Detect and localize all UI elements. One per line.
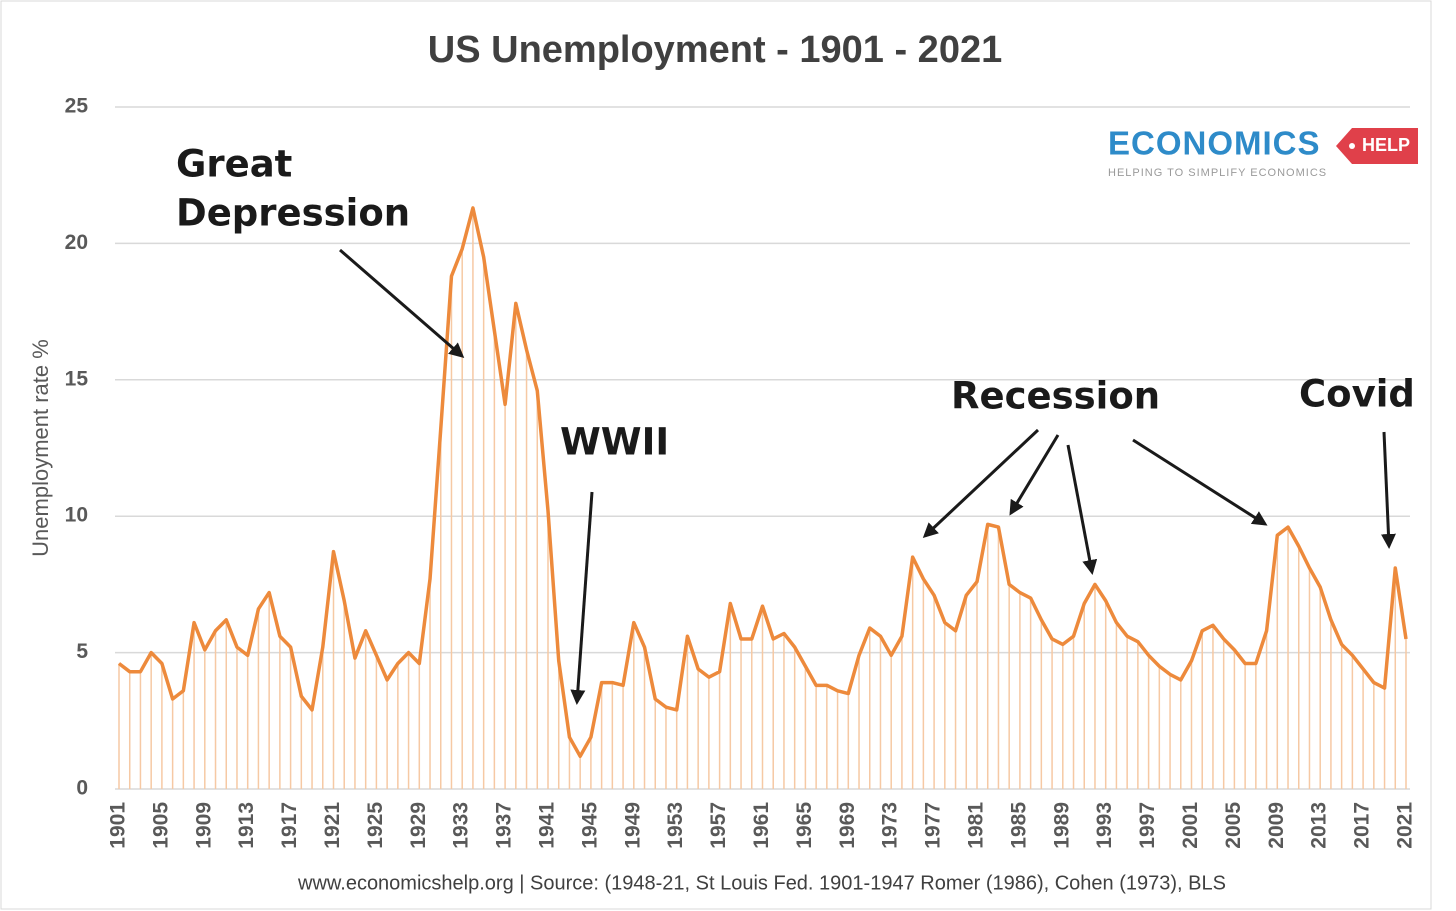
y-tick-label: 25: [65, 95, 89, 118]
x-tick-label: 1985: [1007, 802, 1030, 849]
annotation: Great: [176, 143, 292, 186]
x-tick-label: 1977: [922, 802, 945, 849]
annotation: WWII: [560, 421, 669, 464]
logo-tag-hole: [1349, 143, 1355, 149]
source-note: www.economicshelp.org | Source: (1948-21…: [297, 872, 1226, 894]
x-tick-label: 2017: [1351, 802, 1374, 849]
x-tick-label: 1973: [879, 802, 902, 849]
x-tick-label: 1929: [407, 802, 430, 849]
x-tick-label: 1997: [1136, 802, 1159, 849]
logo: ECONOMICS HELP HELPING TO SIMPLIFY ECONO…: [1108, 125, 1418, 179]
x-tick-label: 1925: [364, 802, 387, 849]
arrow: [1132, 438, 1268, 526]
x-tick-label: 2001: [1179, 802, 1202, 849]
x-tick-label: 1969: [836, 802, 859, 849]
y-tick-label: 0: [76, 777, 88, 800]
arrow: [339, 248, 465, 358]
plot: [117, 206, 1408, 789]
logo-name: ECONOMICS: [1108, 125, 1321, 162]
x-tick-label: 1917: [278, 802, 301, 849]
x-tick-label: 1945: [578, 802, 601, 849]
logo-tag: HELP: [1362, 135, 1410, 155]
x-tick-label: 1965: [793, 802, 816, 849]
chart-title: US Unemployment - 1901 - 2021: [428, 29, 1002, 71]
x-tick-label: 1957: [707, 802, 730, 849]
x-tick-label: 1905: [149, 802, 172, 849]
annotation: Depression: [176, 192, 410, 235]
arrow: [570, 491, 594, 705]
y-tick-label: 15: [65, 367, 89, 390]
arrow: [1066, 444, 1098, 575]
x-tick-label: 1993: [1093, 802, 1116, 849]
logo-tag-shape: [1336, 128, 1418, 164]
y-tick-label: 20: [65, 231, 88, 254]
y-tick-label: 5: [76, 640, 88, 663]
x-tick-label: 1961: [750, 802, 773, 849]
x-tick-label: 1949: [621, 802, 644, 849]
unemployment-line: [117, 206, 1408, 759]
arrow: [922, 428, 1040, 539]
y-axis-title: Unemployment rate %: [28, 339, 53, 557]
x-tick-label: 1909: [192, 802, 215, 849]
x-tick-label: 1981: [965, 802, 988, 849]
annotation: Recession: [951, 375, 1160, 418]
x-tick-label: 2009: [1265, 802, 1288, 849]
x-tick-label: 1901: [107, 802, 130, 849]
x-tick-label: 2013: [1308, 802, 1331, 849]
arrow: [1009, 434, 1060, 516]
x-tick-label: 1989: [1050, 802, 1073, 849]
x-tick-label: 1953: [664, 802, 687, 849]
x-tick-label: 1913: [235, 802, 258, 849]
x-tick-label: 1933: [450, 802, 473, 849]
arrow: [1380, 431, 1396, 549]
x-tick-label: 1941: [536, 802, 559, 849]
logo-tagline: HELPING TO SIMPLIFY ECONOMICS: [1108, 167, 1327, 179]
x-tick-label: 2005: [1222, 802, 1245, 849]
annotation: Covid: [1299, 373, 1415, 416]
x-tick-label: 1921: [321, 802, 344, 849]
x-tick-label: 2021: [1394, 802, 1417, 849]
y-tick-label: 10: [65, 504, 88, 527]
x-tick-label: 1937: [493, 802, 516, 849]
annotations: Great Depression WWII Recession Covid: [176, 143, 1415, 705]
